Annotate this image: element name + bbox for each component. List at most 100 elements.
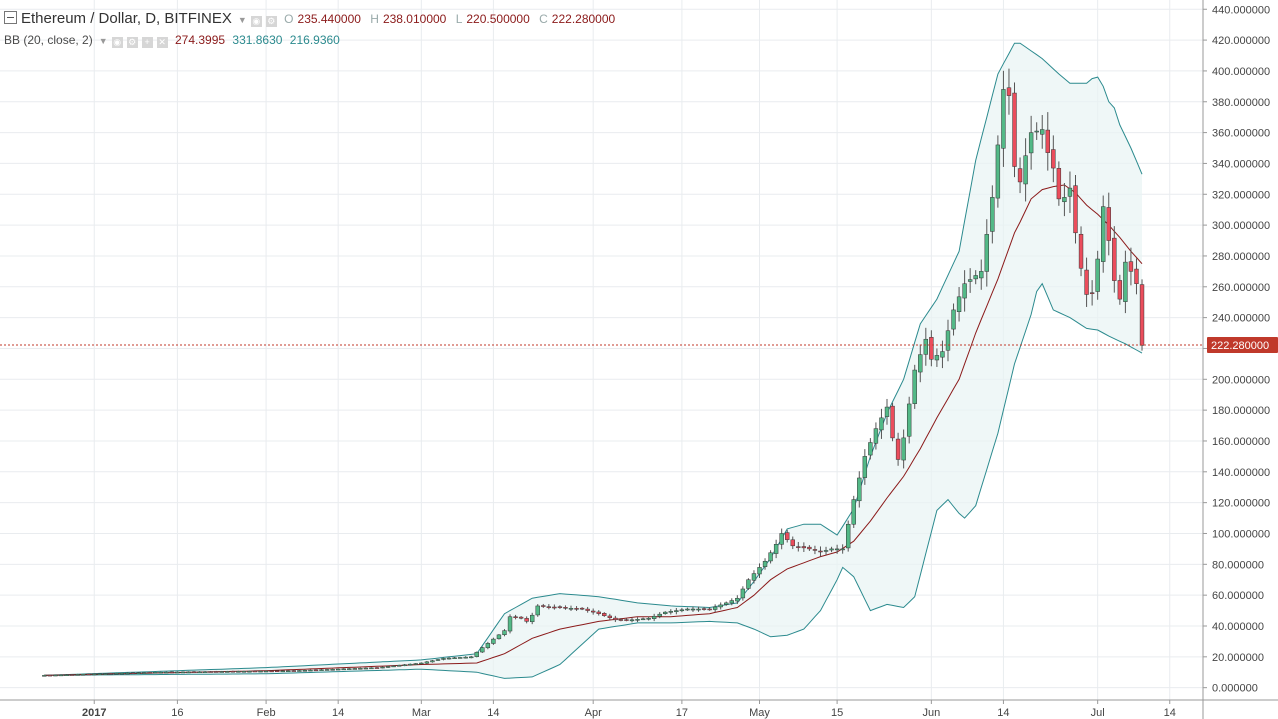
candle-body	[457, 657, 463, 659]
candle-body	[973, 275, 978, 280]
close-icon[interactable]: ✕	[156, 37, 168, 48]
settings-icon[interactable]: ⚙	[265, 16, 277, 27]
candle-body	[735, 597, 740, 602]
candle-body	[69, 674, 75, 676]
candle-body	[579, 607, 585, 610]
candle-body	[374, 667, 380, 669]
candle-body	[241, 671, 247, 673]
candle-body	[851, 499, 856, 525]
price-tick-label: 60.000000	[1212, 590, 1264, 602]
candle-body	[186, 671, 191, 674]
candle-body	[1034, 130, 1039, 133]
candle-body	[202, 671, 208, 673]
candle-body	[164, 671, 169, 674]
time-tick-label: Mar	[412, 707, 431, 719]
add-icon[interactable]: +	[141, 37, 153, 48]
chevron-down-icon[interactable]: ▼	[98, 36, 108, 46]
candle-body	[441, 658, 446, 660]
candle-body	[857, 477, 862, 502]
candle-body	[829, 548, 834, 551]
candle-body	[1084, 269, 1089, 295]
candle-body	[712, 606, 718, 610]
candle-body	[114, 673, 119, 675]
eye-icon[interactable]: ◉	[250, 16, 262, 27]
candle-body	[1128, 261, 1134, 272]
candle-body	[1012, 92, 1017, 167]
candle-body	[524, 618, 529, 622]
candle-body	[530, 614, 535, 623]
candle-body	[607, 615, 613, 619]
time-axis[interactable]: 2017 16 Feb 14 Mar 14 Apr 17 May 15 Jun 14 Jul 14	[0, 699, 1278, 719]
candle-body	[252, 670, 258, 673]
candle-body	[1023, 155, 1028, 185]
candle-body	[895, 438, 901, 460]
candle-body	[790, 539, 795, 547]
candle-body	[341, 668, 346, 671]
close-value: 222.280000	[551, 12, 616, 26]
price-tick-label: 120.000000	[1212, 498, 1270, 510]
candle-body	[136, 672, 141, 674]
candle-body	[419, 662, 424, 665]
candle-body	[324, 669, 330, 671]
settings-icon[interactable]: ⚙	[126, 37, 138, 48]
candle-body	[518, 616, 524, 619]
candle-body	[690, 608, 696, 611]
symbol-title: Ethereum / Dollar, D, BITFINEX	[21, 10, 232, 27]
candle-body	[846, 523, 851, 549]
candle-body	[452, 657, 457, 660]
price-tick-label: 260.000000	[1212, 282, 1270, 294]
candle-body	[995, 144, 1001, 199]
candle-body	[879, 417, 884, 431]
time-tick-label: May	[749, 707, 770, 719]
candle-body	[197, 671, 202, 674]
price-tick-label: 40.000000	[1212, 621, 1264, 633]
chevron-down-icon[interactable]: ▼	[237, 15, 247, 25]
eye-icon[interactable]: ◉	[111, 37, 123, 48]
candle-body	[308, 669, 313, 672]
candle-body	[762, 560, 768, 567]
candle-body	[396, 665, 402, 667]
high-label: H	[370, 12, 379, 26]
candle-body	[990, 197, 995, 232]
candle-body	[446, 657, 452, 660]
candle-body	[435, 659, 441, 661]
candle-body	[718, 604, 723, 608]
bb-upper-line	[44, 42, 1143, 676]
candle-body	[86, 673, 91, 676]
candle-body	[701, 608, 707, 610]
collapse-icon[interactable]	[4, 11, 17, 24]
candle-body	[175, 671, 180, 674]
candle-body	[263, 670, 269, 673]
candle-body	[1078, 233, 1084, 269]
candle-body	[97, 673, 102, 676]
candle-body	[214, 671, 219, 673]
time-tick-label: 14	[332, 707, 344, 719]
time-tick-label: 15	[831, 707, 843, 719]
candle-body	[1089, 292, 1095, 294]
price-tick-label: 440.000000	[1212, 4, 1270, 16]
bb-lower-value: 216.9360	[289, 33, 340, 47]
candle-body	[535, 605, 540, 616]
time-tick-label: 14	[487, 707, 499, 719]
price-tick-label: 160.000000	[1212, 436, 1270, 448]
high-value: 238.010000	[382, 12, 447, 26]
candle-body	[940, 351, 945, 358]
candle-body	[1006, 87, 1012, 96]
candle-body	[552, 606, 557, 609]
candle-body	[191, 671, 197, 673]
candle-body	[75, 674, 80, 676]
time-tick-label: Apr	[585, 707, 602, 719]
candle-body	[1062, 197, 1067, 203]
candle-body	[884, 406, 890, 417]
candle-body	[785, 532, 790, 540]
candle-body	[751, 573, 757, 581]
candle-body	[47, 674, 53, 677]
candle-body	[313, 669, 319, 672]
candle-body	[807, 546, 812, 550]
indicator-name: BB (20, close, 2)	[4, 33, 93, 47]
candle-body	[923, 338, 929, 355]
candle-body	[225, 671, 230, 673]
candle-body	[64, 674, 69, 676]
candle-body	[541, 605, 546, 607]
